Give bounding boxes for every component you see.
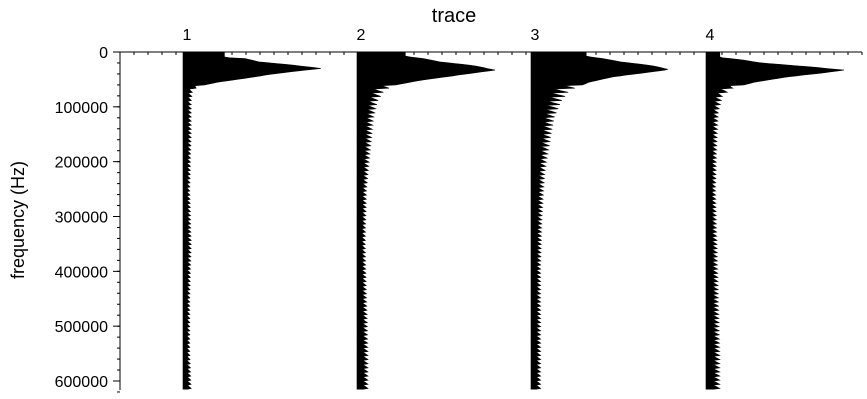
trace-3-spectrum [530,51,668,390]
y-tick-label: 200000 [55,155,108,172]
y-tick-label: 0 [99,45,108,62]
trace-2-spectrum [356,51,496,390]
x-tick-label: 4 [706,27,715,44]
y-tick-label: 300000 [55,210,108,227]
axes [117,51,863,393]
x-tick-label: 1 [183,27,192,44]
traces: 1 2 3 4 [182,27,845,390]
y-axis-label: frequency (Hz) [8,161,28,279]
trace-4-spectrum [705,51,845,390]
y-tick-label: 500000 [55,319,108,336]
x-tick-label: 3 [531,27,540,44]
trace-1-spectrum [182,51,322,390]
x-axis-label: trace [432,5,476,27]
y-tick-label: 600000 [55,374,108,391]
y-tick-label: 400000 [55,264,108,281]
x-tick-label: 2 [357,27,366,44]
y-ticks: 0 100000 200000 300000 400000 500000 600000 [55,45,120,391]
y-tick-label: 100000 [55,100,108,117]
